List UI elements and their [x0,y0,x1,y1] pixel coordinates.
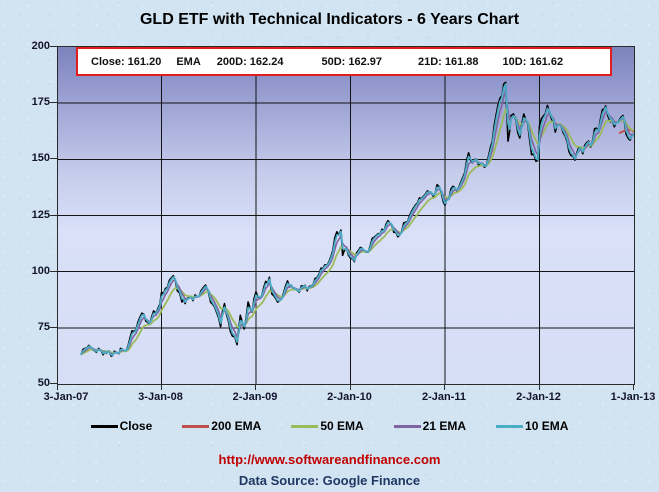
page-title: GLD ETF with Technical Indicators - 6 Ye… [139,11,520,28]
legend-label: 200 EMA [211,419,262,433]
ema-10-line [80,83,634,357]
x-axis-label: 2-Jan-10 [327,391,372,403]
y-axis-label: 75 [37,320,50,333]
indicator-value: Close: 161.20 [91,55,162,68]
x-axis-tick [444,384,445,390]
y-axis-tick [50,102,57,104]
indicator-value: 10D: 161.62 [502,55,564,68]
y-axis-tick [50,158,57,160]
indicator-summary-box: Close: 161.20 EMA 200D: 162.24 50D: 162.97 2… [76,47,612,76]
legend-line-swatch [496,424,524,428]
x-axis-tick [160,384,162,390]
x-axis-label: 1-Jan-13 [610,391,656,403]
legend-item: 200 EMA [182,419,261,433]
price-chart-svg [58,47,634,384]
legend-item: 21 EMA [393,419,467,433]
x-axis-label: 3-Jan-08 [138,391,183,403]
legend-item: 10 EMA [496,419,568,433]
y-axis-tick [50,46,57,47]
plot-area [57,46,635,385]
legend-line-swatch [90,424,118,428]
x-axis-label: 2-Jan-12 [516,391,561,403]
legend-label: 21 EMA [422,419,467,433]
legend-line-swatch [182,424,210,428]
y-axis-label: 50 [37,377,50,389]
ema-50-line [80,108,634,356]
close-line [80,81,634,357]
legend-item: Close [90,419,153,433]
legend-item: 50 EMA [291,419,364,433]
legend-label: Close [119,419,153,433]
x-axis-label: 2-Jan-09 [232,391,278,403]
ema-21-line [80,89,634,356]
indicator-value: 50D: 162.97 [321,55,382,68]
y-axis-label: 125 [31,208,50,221]
data-source-label: Data Source: Google Finance [238,473,421,488]
y-axis-label: 200 [31,40,50,52]
indicator-value: 200D: 162.24 [216,55,284,68]
y-axis-label: 100 [31,264,50,277]
x-axis-tick [255,384,256,390]
chart-legend: Close 200 EMA 50 EMA 21 EMA 10 EMA [40,419,619,433]
x-axis-tick [538,384,540,390]
x-axis-tick [349,384,351,390]
indicator-value: EMA [176,55,201,68]
x-axis-label: 3-Jan-07 [43,391,89,403]
y-axis-tick [50,326,57,328]
y-axis-tick [50,270,57,272]
legend-label: 50 EMA [320,419,364,433]
legend-label: 10 EMA [525,419,569,433]
legend-line-swatch [291,424,319,428]
x-axis-tick [633,384,634,390]
y-axis-label: 150 [31,152,50,165]
footer-url-link[interactable]: http://www.softwareandfinance.com [218,452,441,467]
x-axis-label: 2-Jan-11 [421,391,467,403]
x-axis-tick [57,384,58,390]
y-axis-label: 175 [31,96,50,109]
legend-line-swatch [393,424,421,428]
y-axis-tick [50,383,57,384]
indicator-value: 21D: 161.88 [418,55,479,68]
y-axis-tick [50,214,57,216]
